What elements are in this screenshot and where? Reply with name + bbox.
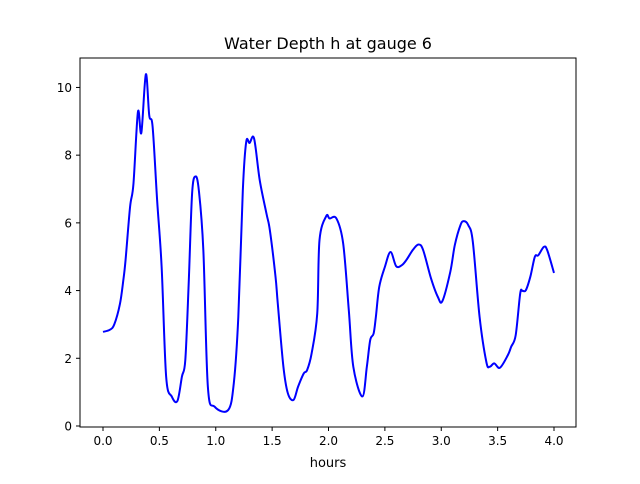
x-tick-label: 1.0 [206, 434, 225, 448]
x-tick-label: 3.0 [432, 434, 451, 448]
y-tick-label: 8 [64, 149, 72, 163]
y-axis-ticks: 0 2 4 6 8 10 [57, 81, 80, 433]
x-axis-ticks: 0.0 0.5 1.0 1.5 2.0 2.5 3.0 3.5 4.0 [93, 427, 564, 448]
x-tick-label: 3.5 [488, 434, 507, 448]
x-tick-label: 2.0 [319, 434, 338, 448]
series-layer [102, 73, 555, 413]
y-tick-label: 6 [64, 216, 72, 230]
y-tick-label: 4 [64, 284, 72, 298]
chart-title: Water Depth h at gauge 6 [224, 34, 432, 53]
y-tick-label: 2 [64, 352, 72, 366]
plot-frame [79, 57, 577, 428]
x-tick-label: 4.0 [544, 434, 563, 448]
y-tick-label: 10 [57, 81, 72, 95]
x-tick-label: 1.5 [263, 434, 282, 448]
x-tick-label: 0.0 [93, 434, 112, 448]
x-tick-label: 0.5 [150, 434, 169, 448]
x-axis-label: hours [310, 456, 347, 471]
y-tick-label: 0 [64, 419, 72, 433]
x-tick-label: 2.5 [375, 434, 394, 448]
series-line-h [102, 73, 555, 413]
